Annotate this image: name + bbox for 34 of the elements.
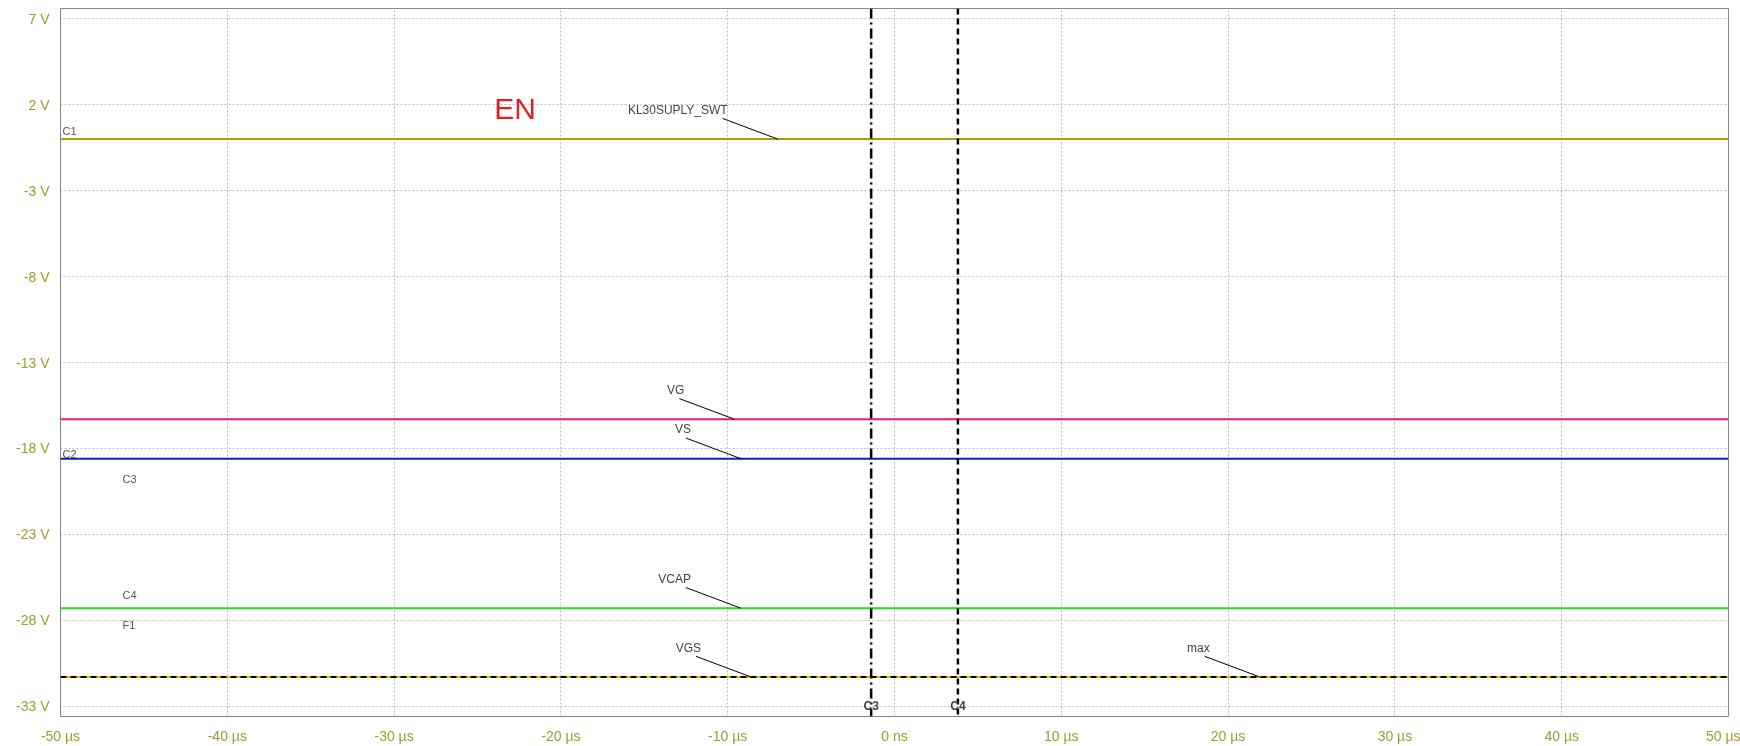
x-tick-label: 20 µs xyxy=(1210,727,1246,744)
ref-line-label: C3 xyxy=(863,698,880,713)
y-tick-label: -23 V xyxy=(16,526,51,543)
annotation: C1 xyxy=(62,125,77,138)
y-tick-label: -8 V xyxy=(23,268,51,285)
annotation: EN xyxy=(494,92,536,126)
y-tick-label: 2 V xyxy=(28,96,51,113)
y-tick-label: 7 V xyxy=(28,10,51,27)
x-tick-label: 50 µs xyxy=(1705,727,1740,744)
annotation: C4 xyxy=(122,588,137,601)
x-tick-label: 0 ns xyxy=(881,727,908,744)
x-tick-label: 10 µs xyxy=(1044,727,1079,744)
y-tick-label: -28 V xyxy=(16,612,51,629)
annotation: C2 xyxy=(62,448,77,461)
x-tick-label: -40 µs xyxy=(207,727,247,744)
y-tick-label: -13 V xyxy=(16,354,51,371)
y-tick-label: -33 V xyxy=(16,698,51,715)
annotation: C3 xyxy=(122,472,137,485)
x-tick-label: 40 µs xyxy=(1544,727,1579,744)
x-tick-label: 30 µs xyxy=(1377,727,1413,744)
annotation: KL30SUPLY_SWT xyxy=(627,102,729,117)
x-tick-label: -30 µs xyxy=(374,727,414,744)
annotation: VGS xyxy=(675,640,702,655)
annotation: F1 xyxy=(122,618,136,631)
y-tick-label: -18 V xyxy=(16,440,51,457)
annotation: VG xyxy=(666,382,685,397)
annotation: max xyxy=(1187,640,1210,655)
annotation: VS xyxy=(675,422,692,437)
ref-line-label: C4 xyxy=(950,698,966,713)
x-tick-label: -10 µs xyxy=(708,727,748,744)
y-tick-label: -3 V xyxy=(23,182,51,199)
x-tick-label: -20 µs xyxy=(541,727,581,744)
annotation: VCAP xyxy=(658,571,692,586)
x-tick-label: -50 µs xyxy=(40,727,81,744)
